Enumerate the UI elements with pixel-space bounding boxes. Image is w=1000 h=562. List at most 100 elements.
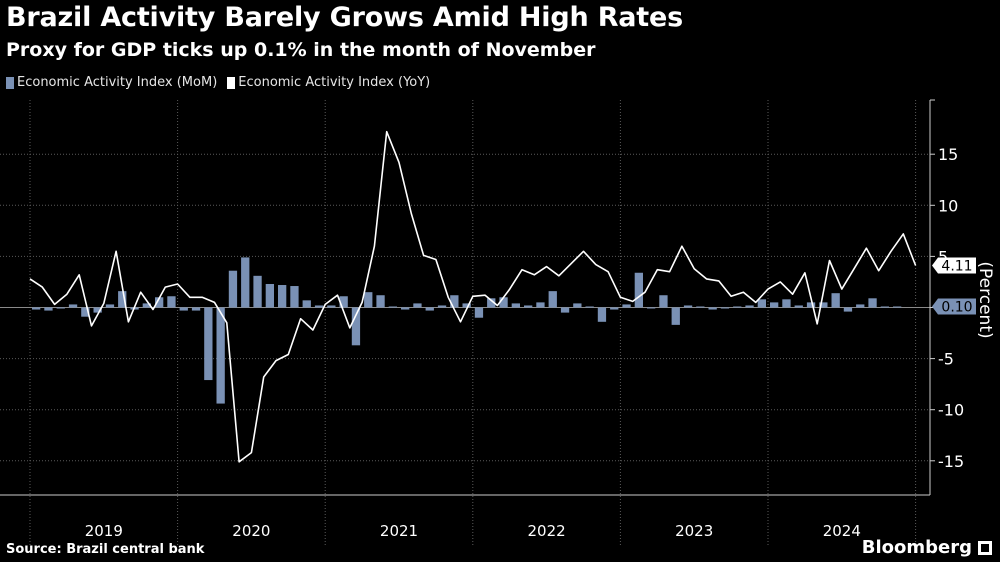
mom-bar	[204, 307, 213, 381]
mom-bar	[560, 307, 570, 313]
mom-bar	[843, 307, 853, 312]
mom-bar	[241, 257, 250, 308]
mom-bar	[610, 307, 619, 310]
mom-bar	[388, 306, 397, 308]
source-note: Source: Brazil central bank	[6, 542, 205, 557]
mom-bar	[696, 306, 705, 308]
y-tick-label: 10	[938, 196, 958, 215]
mom-bar	[425, 307, 434, 311]
mom-bar	[511, 303, 520, 308]
mom-bar	[487, 298, 496, 308]
legend-label-mom: Economic Activity Index (MoM)	[17, 75, 218, 90]
mom-bar	[191, 307, 201, 311]
y-tick-label: -15	[938, 452, 964, 471]
mom-bar	[770, 302, 779, 308]
mom-bar	[474, 307, 484, 318]
brand: Bloomberg	[862, 537, 992, 558]
x-tick-label: 2023	[675, 522, 713, 540]
mom-bar	[327, 305, 336, 308]
legend-label-yoy: Economic Activity Index (YoY)	[238, 75, 431, 90]
legend-swatch-mom	[6, 76, 14, 89]
mom-bar	[893, 306, 902, 308]
mom-bar	[302, 300, 311, 308]
mom-bar	[437, 305, 447, 308]
legend: Economic Activity Index (MoM) Economic A…	[6, 75, 430, 90]
mom-bar	[733, 306, 742, 308]
mom-bar	[93, 307, 102, 313]
mom-bar	[228, 270, 238, 308]
mom-bar	[118, 291, 127, 308]
mom-bar	[683, 305, 693, 308]
mom-bar	[499, 297, 508, 308]
mom-value-callout	[932, 298, 976, 315]
x-tick-label: 2020	[232, 522, 270, 540]
legend-swatch-yoy	[227, 76, 236, 89]
mom-bar	[339, 296, 348, 308]
mom-bar	[32, 307, 41, 310]
mom-bar	[524, 305, 533, 308]
y-tick-label: 15	[938, 145, 958, 164]
mom-bar	[819, 302, 828, 308]
mom-bar	[831, 293, 840, 308]
yoy-value-callout	[932, 257, 976, 274]
mom-bar	[794, 305, 803, 308]
mom-bar	[364, 292, 373, 308]
mom-bar	[81, 307, 90, 317]
mom-bar	[634, 272, 643, 308]
mom-bar	[413, 303, 422, 308]
y-axis-title: (Percent)	[975, 261, 995, 338]
bloomberg-logo-icon	[978, 540, 992, 555]
mom-bar	[56, 307, 65, 309]
chart-subtitle: Proxy for GDP ticks up 0.1% in the month…	[6, 39, 596, 61]
mom-bar	[573, 303, 582, 308]
mom-bar	[536, 302, 545, 308]
mom-bar	[253, 275, 262, 308]
yoy-value-label: 4.11	[941, 258, 972, 274]
mom-bar	[278, 285, 287, 308]
mom-bar	[868, 298, 877, 308]
mom-bar	[179, 307, 188, 311]
mom-bar	[142, 303, 151, 308]
mom-bar	[806, 302, 816, 308]
mom-bar	[880, 306, 889, 308]
mom-bar	[216, 307, 225, 404]
mom-value-label: 0.10	[941, 299, 972, 315]
mom-bar	[450, 295, 459, 308]
mom-bar	[597, 307, 607, 322]
mom-bar	[44, 307, 53, 311]
mom-bar	[782, 299, 791, 308]
x-tick-label: 2019	[85, 522, 123, 540]
brand-name: Bloomberg	[861, 537, 972, 558]
mom-bar	[548, 291, 557, 308]
yoy-line	[29, 130, 917, 463]
legend-item-mom: Economic Activity Index (MoM)	[6, 75, 217, 90]
y-tick-label: 5	[938, 247, 948, 266]
mom-bar	[671, 307, 680, 325]
x-tick-label: 2024	[823, 522, 861, 540]
mom-bar	[856, 304, 865, 308]
mom-bar	[647, 307, 656, 309]
mom-bar	[167, 296, 176, 308]
mom-bar	[155, 297, 164, 308]
mom-bar	[708, 307, 717, 310]
mom-bar	[720, 307, 730, 309]
chart-title: Brazil Activity Barely Grows Amid High R…	[6, 2, 683, 33]
mom-bar	[351, 307, 361, 346]
y-tick-label: -10	[938, 401, 964, 420]
mom-bar	[757, 299, 766, 308]
mom-bar	[745, 305, 754, 308]
y-tick-label: -5	[938, 350, 954, 369]
mom-bar	[659, 295, 668, 308]
mom-bar	[622, 304, 631, 308]
mom-bar	[376, 295, 385, 308]
legend-item-yoy: Economic Activity Index (YoY)	[227, 75, 430, 90]
x-tick-label: 2022	[528, 522, 566, 540]
mom-bar	[290, 286, 299, 308]
mom-bar	[265, 283, 274, 308]
mom-bar	[314, 305, 324, 308]
mom-bar	[105, 304, 115, 308]
x-tick-label: 2021	[380, 522, 418, 540]
mom-bar	[401, 307, 410, 310]
mom-bar	[68, 304, 78, 308]
